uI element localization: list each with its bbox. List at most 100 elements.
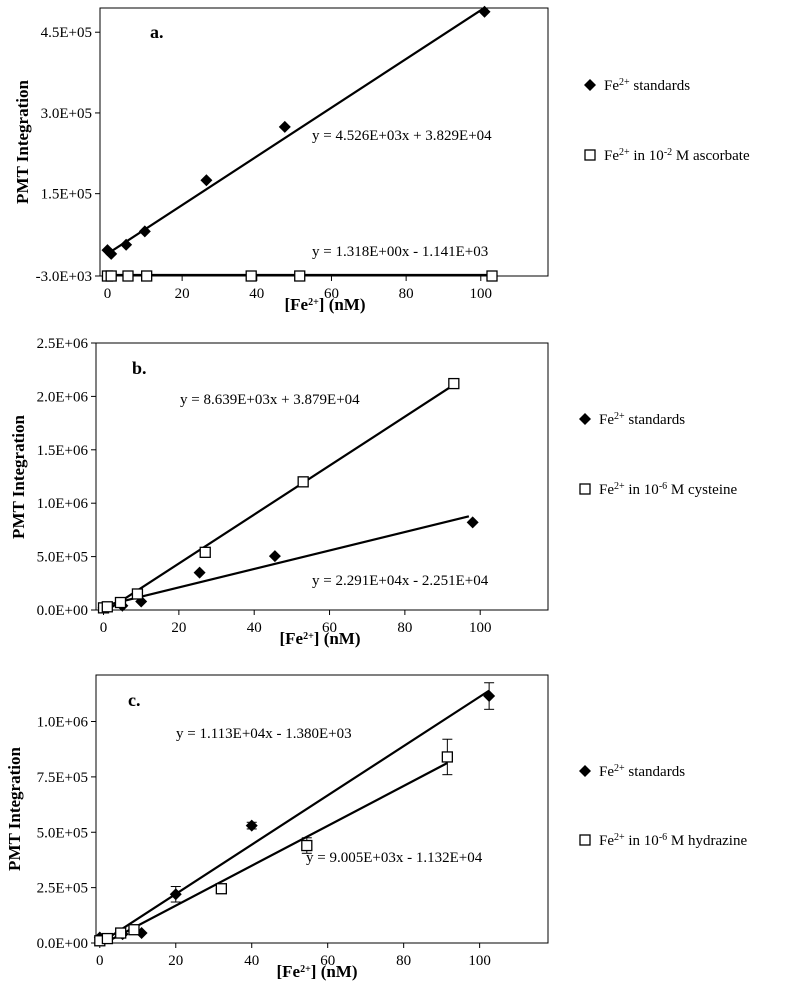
x-tick-label: 60 bbox=[320, 953, 335, 969]
data-point-cysteine bbox=[297, 476, 309, 488]
equation-hydrazine: y = 9.005E+03x - 1.132E+04 bbox=[306, 850, 483, 866]
y-tick-label: 1.0E+06 bbox=[37, 715, 89, 731]
data-point-ascorbate bbox=[105, 270, 117, 282]
equation-standards: y = 8.639E+03x + 3.879E+04 bbox=[180, 392, 360, 408]
legend-marker-cysteine bbox=[579, 483, 591, 495]
series-ascorbate bbox=[101, 270, 498, 282]
y-tick-label: 0.0E+00 bbox=[37, 603, 88, 619]
trendline-standards bbox=[103, 515, 470, 607]
data-point-hydrazine bbox=[441, 751, 453, 763]
legend-entry-cysteine: Fe2+ in 10-6 M cysteine bbox=[579, 481, 737, 498]
data-point-ascorbate bbox=[141, 270, 153, 282]
series-standards bbox=[101, 5, 491, 260]
data-point-hydrazine bbox=[128, 924, 140, 936]
x-axis-title: [Fe2+] (nM) bbox=[279, 629, 360, 648]
equation-standards: y = 4.526E+03x + 3.829E+04 bbox=[312, 128, 492, 144]
data-point-standards bbox=[478, 5, 491, 18]
y-axis-title: PMT Integration bbox=[9, 415, 28, 539]
series-standards bbox=[93, 682, 496, 946]
data-point-standards bbox=[200, 174, 213, 187]
x-tick-label: 100 bbox=[468, 953, 491, 969]
legend-label-hydrazine: Fe2+ in 10-6 M hydrazine bbox=[599, 832, 747, 850]
legend-label-standards: Fe2+ standards bbox=[599, 411, 685, 429]
y-tick-label: 3.0E+05 bbox=[41, 106, 92, 122]
x-tick-label: 0 bbox=[96, 953, 104, 969]
x-tick-label: 100 bbox=[470, 286, 493, 302]
y-axis-title: PMT Integration bbox=[5, 747, 24, 871]
y-tick-label: 7.5E+05 bbox=[37, 770, 88, 786]
legend-entry-standards: Fe2+ standards bbox=[584, 77, 690, 95]
y-tick-label: 2.0E+06 bbox=[37, 389, 89, 405]
data-point-hydrazine bbox=[215, 883, 227, 895]
data-point-standards bbox=[120, 238, 133, 251]
x-axis-title: [Fe2+] (nM) bbox=[284, 295, 365, 314]
x-tick-label: 40 bbox=[249, 286, 264, 302]
series-hydrazine bbox=[94, 738, 453, 947]
y-tick-label: 0.0E+00 bbox=[37, 936, 88, 952]
data-point-standards bbox=[138, 225, 151, 238]
legend-entry-standards: Fe2+ standards bbox=[579, 763, 685, 781]
x-tick-label: 80 bbox=[397, 620, 412, 636]
legend-marker-standards bbox=[579, 413, 591, 425]
plot-area bbox=[95, 674, 549, 944]
data-point-hydrazine bbox=[301, 839, 313, 852]
y-tick-label: 2.5E+05 bbox=[37, 881, 88, 897]
series-cysteine bbox=[97, 377, 460, 614]
y-tick-label: 1.5E+06 bbox=[37, 443, 89, 459]
data-point-standards bbox=[105, 247, 118, 260]
legend-marker-standards bbox=[584, 79, 596, 91]
data-point-standards bbox=[483, 690, 496, 703]
data-point-standards bbox=[278, 120, 291, 133]
data-point-cysteine bbox=[114, 596, 127, 609]
data-point-cysteine bbox=[131, 588, 144, 600]
x-tick-label: 20 bbox=[168, 953, 183, 969]
data-point-ascorbate bbox=[486, 270, 498, 282]
y-tick-label: 1.0E+06 bbox=[37, 496, 89, 512]
panel-label: a. bbox=[150, 22, 164, 42]
x-tick-label: 60 bbox=[322, 620, 337, 636]
y-tick-label: 1.5E+05 bbox=[41, 187, 92, 203]
x-tick-label: 80 bbox=[396, 953, 411, 969]
legend-marker-standards bbox=[579, 765, 591, 777]
data-point-ascorbate bbox=[294, 270, 306, 282]
data-point-ascorbate bbox=[245, 270, 257, 282]
legend-label-standards: Fe2+ standards bbox=[604, 77, 690, 95]
trendline-hydrazine bbox=[106, 762, 448, 943]
data-point-hydrazine bbox=[115, 927, 127, 939]
y-tick-label: -3.0E+03 bbox=[36, 269, 92, 285]
legend-entry-ascorbate: Fe2+ in 10-2 M ascorbate bbox=[584, 147, 750, 164]
y-tick-label: 5.0E+05 bbox=[37, 550, 88, 566]
data-point-standards bbox=[466, 516, 479, 529]
equation-standards: y = 1.113E+04x - 1.380E+03 bbox=[176, 726, 352, 742]
y-tick-label: 2.5E+06 bbox=[37, 336, 89, 352]
data-point-hydrazine bbox=[101, 932, 114, 945]
x-tick-label: 0 bbox=[100, 620, 108, 636]
legend-entry-hydrazine: Fe2+ in 10-6 M hydrazine bbox=[579, 832, 747, 850]
series-standards bbox=[97, 515, 479, 614]
chart-panel-3: 0 20 40 60 80 100 0.0E+00 2.5E+05 5.0E+05 7.5E+05… bbox=[5, 674, 747, 981]
data-point-ascorbate bbox=[122, 270, 134, 282]
data-point-cysteine bbox=[101, 601, 113, 613]
x-tick-label: 20 bbox=[171, 620, 186, 636]
x-tick-label: 80 bbox=[399, 286, 414, 302]
data-point-standards bbox=[268, 550, 281, 563]
equation-ascorbate: y = 1.318E+00x - 1.141E+03 bbox=[312, 244, 488, 260]
y-axis-title: PMT Integration bbox=[13, 80, 32, 204]
chart-panel-1: 0 20 40 60 80 100 -3.0E+03 1.5E+05 3.0E+05 4.5E+0… bbox=[13, 5, 750, 314]
data-point-cysteine bbox=[448, 377, 460, 390]
y-tick-label: 5.0E+05 bbox=[37, 825, 88, 841]
data-point-cysteine bbox=[199, 546, 211, 558]
x-tick-label: 40 bbox=[244, 953, 259, 969]
equation-cysteine: y = 2.291E+04x - 2.251E+04 bbox=[312, 573, 489, 589]
data-point-standards bbox=[193, 566, 206, 579]
x-axis-title: [Fe2+] (nM) bbox=[276, 962, 357, 981]
x-tick-label: 0 bbox=[104, 286, 112, 302]
data-point-standards bbox=[169, 888, 182, 901]
legend-label-standards: Fe2+ standards bbox=[599, 763, 685, 781]
trendline-standards bbox=[99, 689, 490, 945]
plot-area bbox=[95, 342, 549, 611]
x-tick-label: 40 bbox=[247, 620, 262, 636]
legend-marker-ascorbate bbox=[584, 149, 596, 161]
y-tick-label: 4.5E+05 bbox=[41, 25, 92, 41]
